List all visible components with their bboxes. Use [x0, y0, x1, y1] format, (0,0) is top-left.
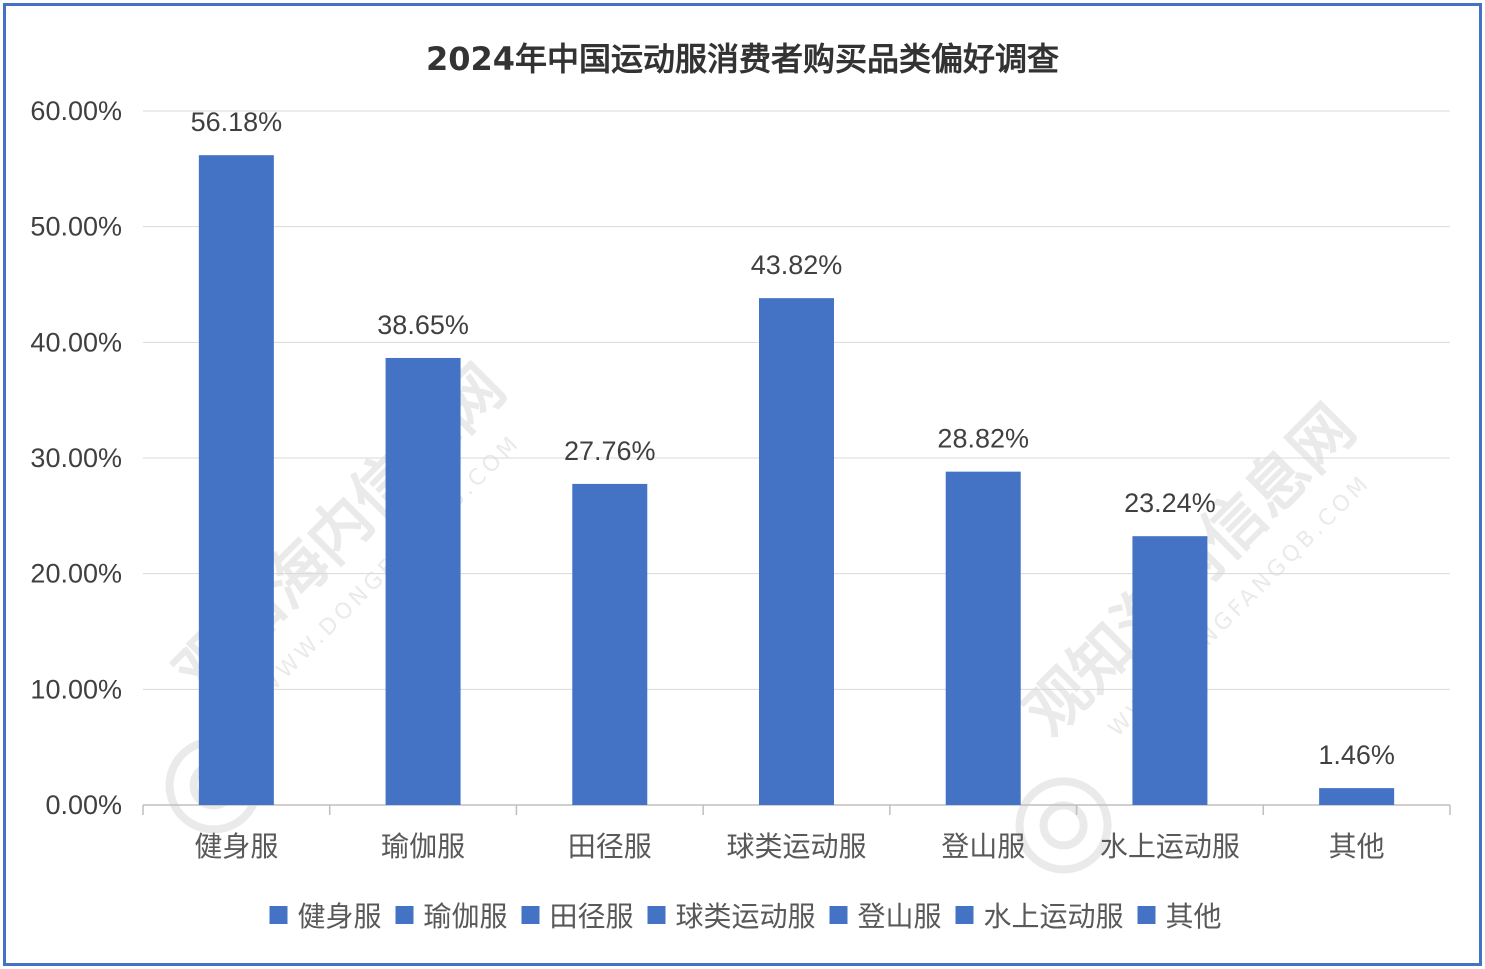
y-tick-label: 0.00%: [45, 790, 122, 820]
legend: 健身服 瑜伽服 田径服 球类运动服 登山服 水上运动服 其他: [269, 900, 1222, 933]
legend-item: 球类运动服: [647, 900, 816, 933]
bar-4: [945, 471, 1021, 805]
bar-5: [1132, 536, 1208, 805]
watermark-logo-icon: [1015, 777, 1112, 874]
legend-item: 其他: [1137, 900, 1222, 933]
category-label: 水上运动服: [1100, 830, 1240, 863]
legend-swatch: [521, 906, 540, 924]
labels: 0.00% 10.00% 20.00% 30.00% 40.00% 50.00% 60.00…: [30, 96, 1395, 863]
category-label: 瑜伽服: [381, 830, 465, 863]
legend-swatch: [1137, 906, 1156, 924]
category-label: 田径服: [568, 830, 652, 863]
y-tick-label: 50.00%: [30, 212, 122, 242]
watermark-logo-ring: [1015, 777, 1112, 874]
legend-label: 其他: [1166, 900, 1222, 933]
legend-item: 健身服: [269, 900, 382, 933]
chart-title: 2024年中国运动服消费者购买品类偏好调查: [425, 40, 1060, 78]
legend-item: 登山服: [829, 900, 942, 933]
category-label: 球类运动服: [726, 830, 866, 863]
category-label: 登山服: [941, 830, 1025, 863]
y-tick-label: 40.00%: [30, 327, 122, 357]
legend-label: 瑜伽服: [424, 900, 508, 933]
data-label: 28.82%: [937, 424, 1029, 454]
legend-item: 田径服: [521, 900, 634, 933]
legend-label: 健身服: [298, 900, 382, 933]
bar-6: [1319, 788, 1395, 805]
legend-swatch: [269, 906, 288, 924]
y-tick-label: 30.00%: [30, 443, 122, 473]
legend-label: 田径服: [550, 900, 634, 933]
bars: [198, 155, 1395, 805]
legend-label: 登山服: [858, 900, 942, 933]
data-label: 56.18%: [191, 107, 283, 137]
legend-swatch: [829, 906, 848, 924]
y-tick-label: 10.00%: [30, 674, 122, 704]
legend-swatch: [955, 906, 974, 924]
data-label: 43.82%: [751, 250, 843, 280]
category-label: 其他: [1329, 830, 1385, 863]
legend-swatch: [395, 906, 414, 924]
bar-2: [572, 483, 648, 805]
legend-swatch: [647, 906, 666, 924]
data-label: 38.65%: [377, 310, 469, 340]
bar-1: [385, 357, 461, 805]
data-label: 1.46%: [1318, 740, 1395, 770]
category-label: 健身服: [194, 830, 278, 863]
legend-label: 球类运动服: [676, 900, 816, 933]
data-label: 23.24%: [1124, 488, 1216, 518]
y-tick-label: 60.00%: [30, 96, 122, 126]
legend-item: 瑜伽服: [395, 900, 508, 933]
bar-0: [198, 155, 274, 805]
legend-item: 水上运动服: [955, 900, 1124, 933]
data-label: 27.76%: [564, 436, 656, 466]
y-tick-label: 20.00%: [30, 559, 122, 589]
legend-label: 水上运动服: [984, 900, 1124, 933]
bar-3: [759, 298, 834, 805]
watermark-logo-inner: [1039, 801, 1088, 850]
